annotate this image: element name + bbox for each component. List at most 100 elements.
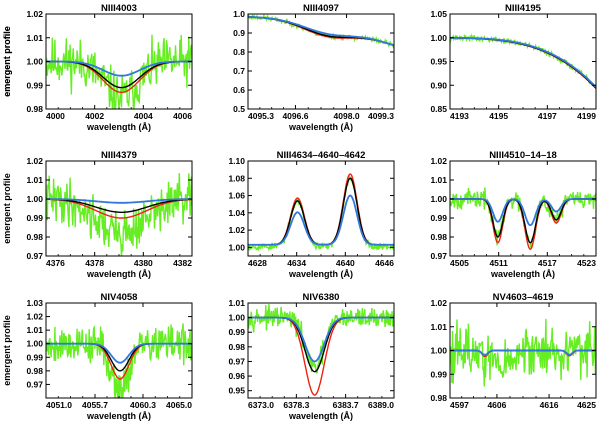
- x-tick-label: 4646: [375, 258, 394, 268]
- x-axis-label: wavelength (Å): [86, 122, 151, 132]
- x-axis-label: wavelength (Å): [288, 269, 353, 279]
- y-tick-label: 1.02: [228, 225, 245, 235]
- x-tick-label: 6373.0: [248, 400, 274, 410]
- x-tick-label: 4380: [134, 258, 153, 268]
- y-tick-label: 0.5: [233, 104, 245, 114]
- y-tick-label: 1.03: [26, 298, 43, 308]
- y-tick-label: 0.98: [430, 393, 447, 403]
- y-tick-label: 0.97: [26, 251, 43, 261]
- panel-8: NIV6380 6373.0 6378.3 6383.7 6389.0 0.95 0.96 0…: [228, 292, 395, 421]
- x-tick-label: 4376: [46, 258, 65, 268]
- y-tick-label: 1.01: [228, 298, 245, 308]
- y-tick-label: 0.7: [233, 66, 245, 76]
- x-tick-label: 4511: [489, 258, 508, 268]
- y-tick-label: 0.98: [228, 342, 245, 352]
- x-tick-label: 4195: [489, 111, 508, 121]
- model-blue-line: [46, 60, 192, 77]
- y-tick-label: 1.0: [233, 9, 245, 19]
- panel-title: NIII4195: [505, 3, 542, 14]
- model-black-line: [450, 37, 596, 89]
- y-tick-label: 1.00: [228, 242, 245, 252]
- y-tick-label: 0.97: [228, 356, 245, 366]
- panel-4: NIII4379 4376 4378 4380 4382 0.97 0.98 0.99 1.00…: [2, 150, 193, 279]
- y-tick-label: 1.01: [26, 33, 43, 43]
- y-tick-label: 1.04: [228, 208, 245, 218]
- x-axis-label: wavelength (Å): [288, 411, 353, 421]
- model-red-line: [450, 37, 596, 90]
- model-blue-line: [450, 36, 596, 88]
- x-tick-label: 4517: [538, 258, 557, 268]
- y-tick-label: 0.90: [430, 80, 447, 90]
- panel-title: NIII4510–14–18: [489, 150, 557, 161]
- model-blue-line: [46, 342, 192, 364]
- y-tick-label: 1.02: [430, 298, 447, 308]
- y-tick-label: 0.99: [430, 213, 447, 223]
- model-red-line: [248, 173, 394, 246]
- x-tick-label: 4099.3: [368, 111, 394, 121]
- observed-spectrum-line: [46, 323, 192, 398]
- y-tick-label: 0.97: [430, 251, 447, 261]
- panel-1: NIII4003 4000 4002 4004 4006 0.98 0.99 1.00 1.01…: [2, 3, 193, 132]
- model-black-line: [46, 198, 192, 213]
- y-tick-label: 1.08: [228, 173, 245, 183]
- panel-title: NIII4003: [101, 3, 137, 14]
- y-tick-label: 1.02: [26, 312, 43, 322]
- plot-frame: [247, 160, 395, 257]
- y-axis-label: emergent profile: [2, 315, 12, 386]
- model-blue-line: [248, 15, 394, 47]
- x-tick-label: 4004: [134, 111, 153, 121]
- y-tick-label: 0.85: [430, 104, 447, 114]
- panel-2: NIII4097 4095.3 4096.6 4098.0 4099.3 0.5 0.6 0.…: [2, 3, 395, 132]
- y-axis-label: emergent profile: [2, 26, 12, 97]
- panel-5: NIII4634–4640–4642 4628 4634 4640 4646 1.00 1.…: [228, 150, 395, 279]
- panel-3: NIII4195 4193 4195 4197 4199 0.85 0.90 0.95 1.00…: [430, 3, 597, 121]
- y-tick-label: 0.6: [233, 85, 245, 95]
- y-tick-label: 0.8: [233, 47, 245, 57]
- x-axis-label: wavelength (Å): [490, 269, 555, 279]
- y-tick-label: 0.99: [430, 369, 447, 379]
- panel-title: NIII4379: [101, 150, 137, 161]
- panel-title: NV4603–4619: [493, 292, 554, 303]
- x-tick-label: 4505: [450, 258, 469, 268]
- x-tick-label: 4597: [450, 400, 469, 410]
- x-tick-label: 4606: [487, 400, 506, 410]
- y-tick-label: 0.99: [228, 327, 245, 337]
- x-tick-label: 4000: [46, 111, 65, 121]
- model-red-line: [450, 198, 596, 251]
- observed-spectrum-line: [450, 33, 596, 89]
- x-tick-label: 4628: [248, 258, 267, 268]
- x-tick-label: 4523: [577, 258, 596, 268]
- y-tick-label: 1.01: [26, 175, 43, 185]
- x-tick-label: 4051.0: [46, 400, 72, 410]
- model-blue-line: [450, 198, 596, 227]
- y-tick-label: 1.00: [26, 194, 43, 204]
- x-tick-label: 4095.3: [248, 111, 274, 121]
- panel-title: NIV6380: [303, 292, 340, 303]
- y-tick-label: 0.96: [228, 371, 245, 381]
- model-blue-line: [248, 194, 394, 246]
- x-tick-label: 4634: [287, 258, 306, 268]
- y-tick-label: 1.00: [26, 339, 43, 349]
- y-tick-label: 1.02: [430, 156, 447, 166]
- y-tick-label: 1.02: [26, 9, 43, 19]
- y-tick-label: 1.00: [430, 33, 447, 43]
- model-red-line: [248, 316, 394, 396]
- y-tick-label: 1.01: [26, 325, 43, 335]
- panel-title: NIV4058: [101, 292, 138, 303]
- x-tick-label: 4065.0: [166, 400, 192, 410]
- x-tick-label: 4616: [540, 400, 559, 410]
- y-tick-label: 0.95: [228, 386, 245, 396]
- model-blue-line: [450, 349, 596, 357]
- y-tick-label: 1.01: [430, 322, 447, 332]
- x-tick-label: 4382: [173, 258, 192, 268]
- observed-spectrum-line: [46, 34, 192, 109]
- y-tick-label: 1.01: [430, 175, 447, 185]
- x-axis-label: wavelength (Å): [288, 122, 353, 132]
- y-axis-label: emergent profile: [2, 26, 12, 97]
- y-tick-label: 0.98: [26, 232, 43, 242]
- panel-9: NV4603–4619 4597 4606 4616 4625 0.98 0.99 1.00 1…: [430, 292, 597, 410]
- y-tick-label: 1.06: [228, 191, 245, 201]
- y-tick-label: 1.05: [430, 9, 447, 19]
- y-tick-label: 0.95: [430, 57, 447, 67]
